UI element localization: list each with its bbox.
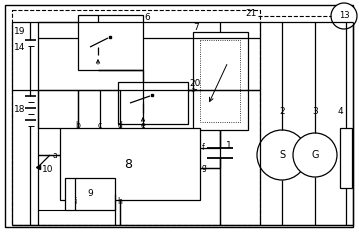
Text: 10: 10 — [42, 165, 53, 175]
Circle shape — [331, 3, 357, 29]
Text: d: d — [117, 121, 122, 130]
Text: 6: 6 — [144, 14, 150, 23]
Text: 8: 8 — [124, 158, 132, 171]
Text: 13: 13 — [339, 11, 349, 21]
Bar — [65, 178, 115, 210]
Bar — [340, 128, 352, 188]
Text: 2: 2 — [279, 107, 285, 116]
Text: 18: 18 — [14, 106, 25, 114]
Text: g: g — [202, 164, 207, 172]
Text: S: S — [279, 150, 285, 160]
Text: 14: 14 — [14, 44, 25, 52]
Text: 9: 9 — [87, 189, 93, 199]
Text: 1: 1 — [226, 140, 232, 150]
Text: 19: 19 — [14, 27, 25, 37]
Text: b: b — [75, 121, 80, 130]
Circle shape — [257, 130, 307, 180]
Text: h: h — [117, 198, 122, 206]
Bar — [60, 128, 200, 200]
Text: i: i — [74, 198, 76, 206]
Text: 4: 4 — [337, 107, 343, 116]
Circle shape — [293, 133, 337, 177]
Text: G: G — [311, 150, 319, 160]
Bar — [12, 10, 260, 225]
Bar — [78, 15, 143, 70]
Text: 3: 3 — [312, 107, 318, 116]
Text: a: a — [52, 151, 57, 160]
Bar — [118, 82, 188, 124]
Text: e: e — [141, 121, 145, 130]
Text: f: f — [202, 144, 205, 153]
Text: c: c — [98, 121, 102, 130]
Bar — [200, 40, 240, 122]
Bar — [193, 32, 248, 130]
Text: 21: 21 — [245, 10, 256, 18]
Text: 20: 20 — [189, 79, 200, 89]
Text: 7: 7 — [193, 24, 199, 32]
